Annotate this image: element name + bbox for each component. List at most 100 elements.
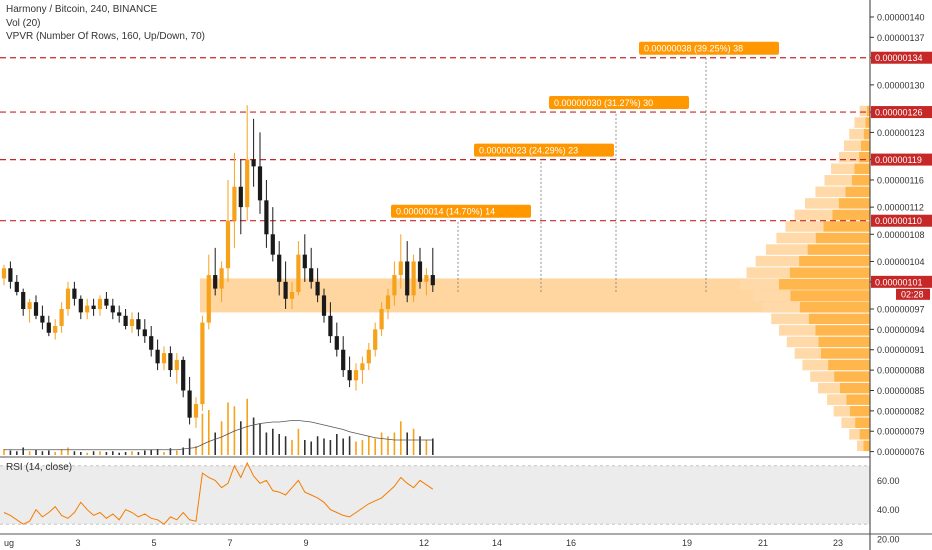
candle-body [27,302,32,309]
volume-bar [124,452,127,455]
level-price-label: 0.00000126 [875,108,923,118]
price-tick-label: 0.00000085 [877,386,925,396]
candle-body [264,200,269,235]
vpvr-row-up [828,359,870,371]
volume-bar [99,451,101,455]
measure-tag [391,204,531,218]
volume-bar [163,452,165,455]
time-axis[interactable]: ug 3 5 7 9 12 14 16 19 21 23 [0,533,932,548]
volume-bar [195,446,197,455]
candle-body [360,363,365,371]
candle-body [302,254,307,269]
candle-body [353,370,359,381]
measure-label: 0.00000038 (39.25%) 38 [644,44,743,54]
volume-bar [86,452,88,455]
rsi-series-line [3,461,434,525]
candle-body [168,353,173,371]
vpvr-row-up [818,336,870,348]
volume-bar [297,428,300,455]
candle-body [200,322,205,405]
volume-bar [22,447,24,455]
level-lines[interactable] [0,57,870,222]
candle-body [85,305,90,313]
price-tick-label: 0.00000112 [877,203,924,213]
level-price-tag [871,106,932,119]
volume-bar [272,428,274,455]
level-price-tag [871,214,932,227]
volume-bar [41,451,44,455]
vpvr-row-down [824,175,852,186]
volume-bar [355,441,357,455]
vpvr-row-up [859,429,870,440]
candle-body [424,275,429,282]
price-tick-label: 0.00000082 [877,406,925,416]
candle-body [1,268,7,279]
candle-body [129,319,135,326]
volume-bar [182,447,184,455]
candle-body [91,305,96,309]
volume-bar [419,436,421,455]
measure-lines: 0.00000014 (14.70%) 14 0.00000023 (24.29%… [391,41,779,292]
vpvr-row-up [808,313,870,325]
rsi-tick-label: 40.00 [877,505,900,515]
volume-bar [336,434,338,455]
candle-body [373,329,378,350]
vpvr-row-down [818,382,840,394]
rsi-tick-label: 20.00 [877,534,900,544]
vpvr-row-up [863,440,870,452]
candle-body [72,288,77,299]
time-tick-label: 23 [833,538,843,548]
price-tick-label: 0.00000091 [877,345,925,355]
volume-bar [368,436,370,455]
price-tick-label: 0.00000104 [877,257,925,267]
vpvr-indicator-label[interactable]: VPVR (Number Of Rows, 160, Up/Down, 70) [6,31,205,42]
rsi-indicator-label[interactable]: RSI (14, close) [6,462,73,473]
price-tick-label: 0.00000137 [877,33,925,43]
volume-bar [406,432,408,455]
vpvr-row-down [810,371,835,382]
vpvr-row-up [832,209,870,221]
volume-bar [304,440,306,455]
candle-body [289,292,295,299]
measure-tag [474,143,614,157]
volume-bar [80,452,82,455]
level-price-label: 0.00000110 [875,216,922,226]
time-tick-label: 7 [227,538,232,548]
time-tick-label: 19 [682,538,692,548]
rsi-band [0,465,870,525]
candle-body [245,159,250,208]
candle-body [8,268,13,282]
last-price-label: 0.00000101 [875,277,923,287]
volume-bar [137,452,140,455]
vpvr-row-down [857,440,864,452]
last-price-tag [871,275,932,288]
vpvr-row-down [831,163,855,175]
volume-bar [67,447,69,455]
candle-body [392,275,397,296]
time-tick-label: 12 [419,538,429,548]
candle-body [187,390,192,418]
candle-body [309,268,314,282]
vpvr-row-down [815,186,846,198]
vpvr-row-up [863,128,870,140]
level-price-tag [871,153,932,166]
candle-body [347,370,352,381]
volume-bar [201,413,204,455]
volume-bar [188,438,191,455]
vpvr-row-down [771,313,809,325]
candle-body [296,254,301,293]
price-tick-label: 0.00000116 [877,175,924,185]
candle-body [411,261,416,296]
vpvr-row-up [790,290,870,302]
volume-bar [380,432,383,455]
volume-bar [35,449,37,455]
volume-bar [316,436,319,455]
measure-label: 0.00000030 (31.27%) 30 [554,98,653,108]
volume-indicator-label[interactable]: Vol (20) [6,18,41,29]
vpvr-row-up [866,105,870,117]
volume-bar [214,432,216,455]
vpvr-row-down [854,117,866,128]
